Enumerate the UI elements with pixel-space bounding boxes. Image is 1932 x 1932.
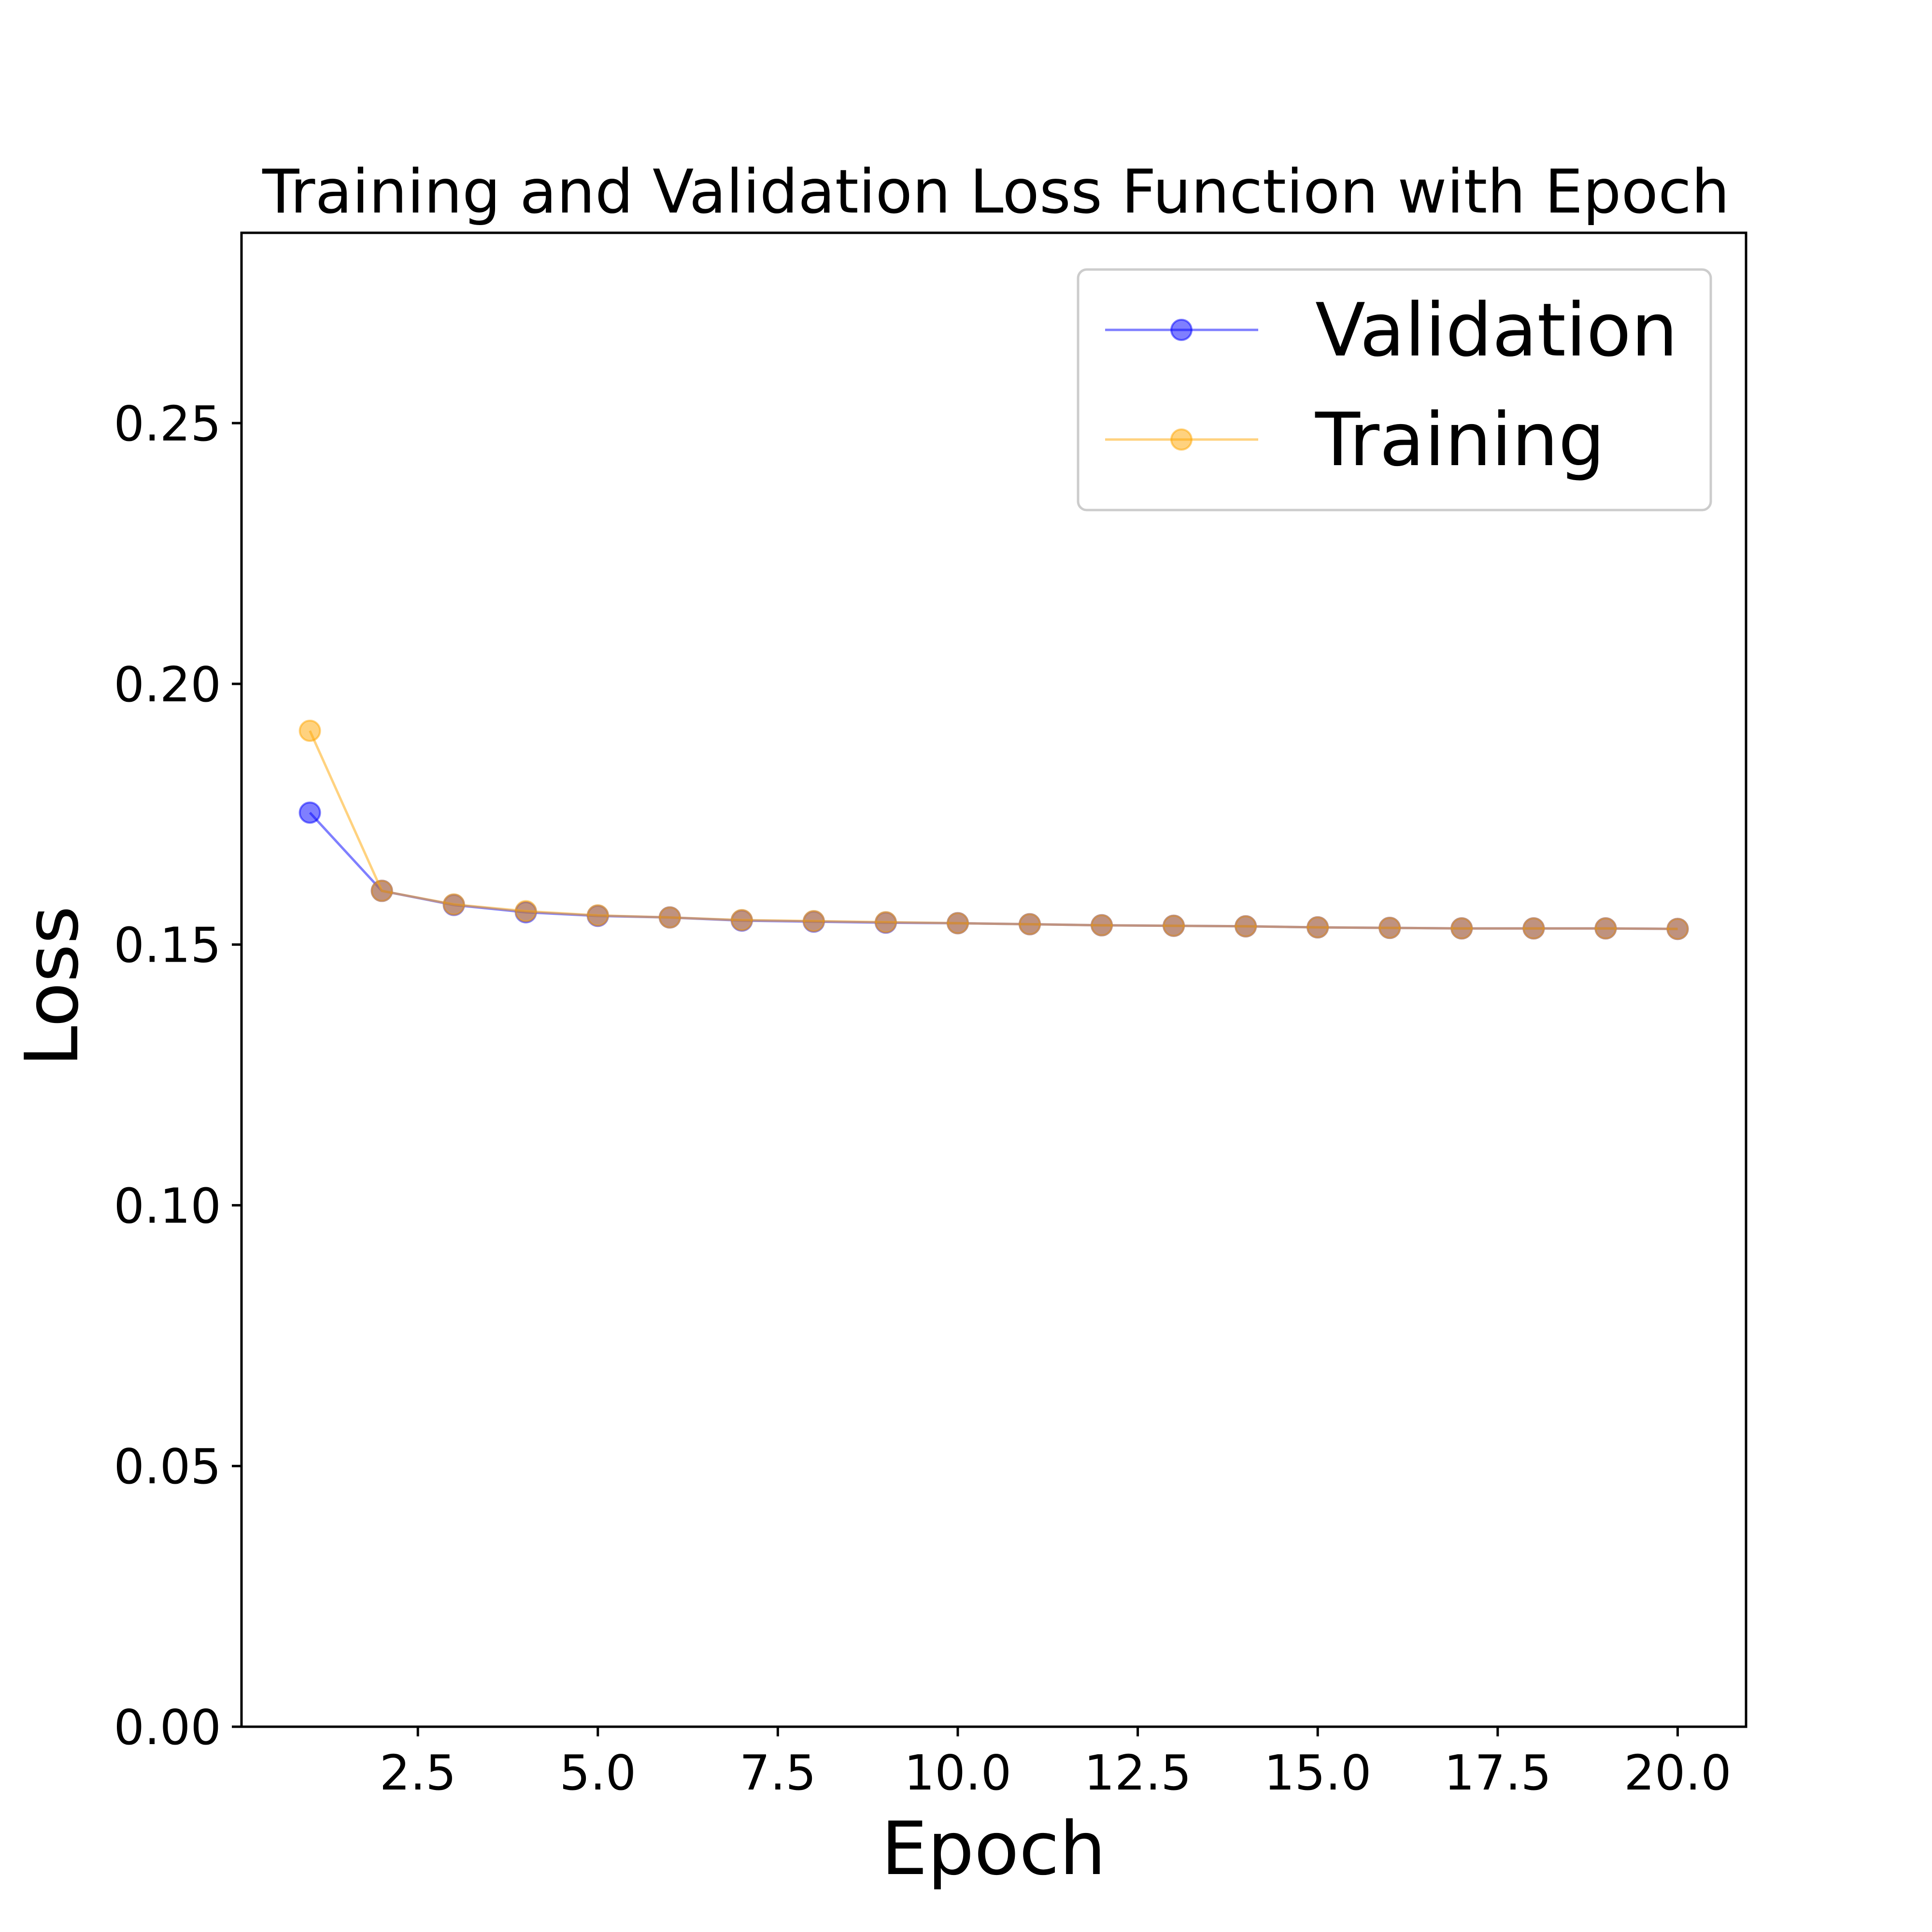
training-point [1019,913,1041,936]
training-point [1522,917,1545,940]
training-point [1450,917,1473,940]
training-point [1307,916,1329,939]
training-point [802,910,825,933]
training-point [514,900,537,923]
legend-training-marker [1170,428,1193,451]
legend-validation-marker [1170,319,1193,341]
x-tick-label: 7.5 [739,1745,816,1801]
plot-frame [240,231,1747,1728]
training-point [1594,917,1617,940]
training-point [730,909,753,931]
training-point [946,912,969,935]
training-point [1163,914,1185,937]
y-tick-label: 0.25 [114,396,221,452]
y-axis-label: Loss [9,906,95,1066]
training-point [1378,917,1401,939]
y-tick-label: 0.20 [114,656,221,713]
training-point [586,904,609,927]
y-tick-label: 0.05 [114,1438,221,1495]
training-point [370,880,393,902]
x-tick-label: 10.0 [904,1745,1012,1801]
x-tick-label: 20.0 [1624,1745,1732,1801]
training-point [1091,914,1113,937]
x-tick-label: 12.5 [1084,1745,1192,1801]
x-tick-label: 15.0 [1264,1745,1372,1801]
training-line [309,730,1678,930]
training-point [658,906,681,929]
x-tick-label: 2.5 [380,1745,456,1801]
legend-validation-label: Validation [1315,287,1678,373]
x-axis-label: Epoch [881,1806,1106,1891]
axes-layer: 2.5 5.0 7.5 10.0 12.5 15.0 17.5 20.0 0.00 0.05 0.1… [114,396,1731,1801]
y-tick-label: 0.15 [114,917,221,974]
legend-training-label: Training [1315,397,1605,483]
validation-point [298,801,321,824]
legend: Validation Training [1077,268,1712,511]
x-tick-label: 17.5 [1444,1745,1551,1801]
chart-title: Training and Validation Loss Function wi… [262,157,1730,227]
plot-layer [298,720,1689,940]
x-tick-label: 5.0 [559,1745,636,1801]
y-tick-label: 0.10 [114,1178,221,1234]
training-point [298,720,321,742]
y-tick-label: 0.00 [114,1699,221,1756]
training-point [442,893,465,916]
training-point [1235,915,1257,938]
training-point [1666,918,1689,940]
training-point [874,911,897,934]
